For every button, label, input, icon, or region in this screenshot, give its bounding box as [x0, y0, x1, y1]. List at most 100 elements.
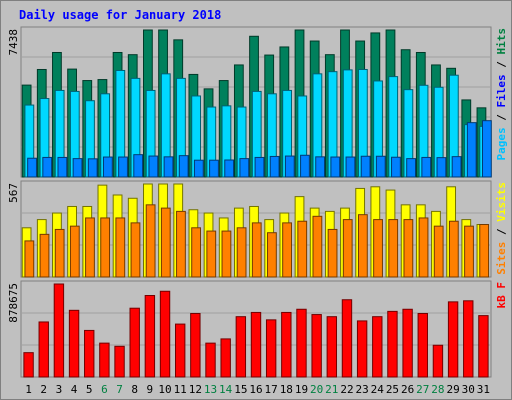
bar-kb-f-day-22 — [341, 299, 353, 378]
bar-kb-f-day-3 — [53, 283, 65, 378]
bar-pages-day-7 — [118, 156, 128, 178]
bar-kb-f-day-13 — [205, 342, 216, 378]
bar-sites-day-12 — [191, 227, 202, 278]
bar-kb-f-day-20 — [311, 314, 322, 378]
bar-sites-day-4 — [69, 225, 80, 278]
x-tick-label-day-28: 28 — [431, 383, 444, 396]
bar-sites-day-20 — [312, 215, 323, 278]
bar-kb-f-day-25 — [387, 310, 398, 378]
x-tick-label-day-13: 13 — [204, 383, 217, 396]
x-tick-label-day-30: 30 — [462, 383, 475, 396]
bar-kb-f-day-4 — [68, 309, 80, 378]
x-tick-label-day-14: 14 — [219, 383, 233, 396]
bar-kb-f-day-14 — [220, 338, 231, 378]
x-tick-label-day-6: 6 — [101, 383, 108, 396]
legend-separator: / — [495, 55, 508, 75]
bar-sites-day-29 — [448, 220, 459, 278]
bar-kb-f-day-26 — [402, 308, 413, 378]
series-files — [24, 68, 490, 178]
bar-kb-f-day-18 — [281, 311, 292, 378]
bar-kb-f-day-1 — [23, 352, 34, 378]
bar-sites-day-27 — [418, 217, 429, 278]
bar-pages-day-15 — [239, 158, 250, 178]
bar-kb-f-day-9 — [144, 295, 156, 378]
bar-kb-f-day-19 — [296, 308, 307, 378]
x-tick-label-day-1: 1 — [25, 383, 32, 396]
bar-pages-day-23 — [360, 155, 371, 178]
bar-sites-day-7 — [115, 217, 126, 278]
bar-sites-day-17 — [267, 232, 277, 278]
bar-sites-day-10 — [160, 207, 171, 278]
chart-panels: 7438 Pages / Files / Hits 567 Sites / Visit… — [7, 26, 508, 378]
x-tick-label-day-8: 8 — [131, 383, 138, 396]
bar-pages-day-3 — [57, 156, 68, 178]
panel-kbytes: 878675 kB F — [7, 280, 508, 378]
x-tick-label-day-11: 11 — [174, 383, 187, 396]
x-tick-label-day-5: 5 — [86, 383, 93, 396]
bar-pages-day-29 — [451, 156, 462, 178]
bar-kb-f-day-23 — [356, 320, 368, 378]
bar-sites-day-31 — [479, 224, 490, 278]
bar-pages-day-21 — [330, 156, 341, 178]
legend-kb-f: kB F — [495, 282, 508, 309]
bar-pages-day-22 — [345, 156, 356, 178]
bar-kb-f-day-2 — [38, 321, 49, 378]
bar-pages-day-30 — [466, 122, 477, 178]
bar-sites-day-1 — [24, 240, 35, 278]
bar-kb-f-day-6 — [99, 342, 110, 378]
bar-kb-f-day-10 — [159, 290, 171, 378]
panel-visits-max-label: 567 — [7, 183, 20, 203]
x-tick-label-day-22: 22 — [340, 383, 353, 396]
bar-sites-day-14 — [221, 230, 232, 278]
bar-pages-day-4 — [72, 158, 83, 178]
bar-sites-day-15 — [236, 227, 247, 278]
bar-pages-day-28 — [436, 157, 447, 178]
bar-pages-day-9 — [148, 155, 159, 178]
bar-pages-day-16 — [254, 156, 265, 178]
bar-sites-day-16 — [251, 222, 262, 278]
bar-pages-day-31 — [482, 120, 492, 178]
bar-kb-f-day-15 — [235, 316, 247, 378]
bar-pages-day-1 — [27, 157, 37, 178]
bar-sites-day-21 — [327, 228, 338, 278]
bar-kb-f-day-8 — [129, 307, 140, 378]
bar-sites-day-11 — [176, 210, 186, 278]
legend-files: Files — [495, 74, 508, 107]
series-kb-f — [23, 283, 489, 378]
x-axis-labels: 1 2 3 4 5 6 7 8 9 10 11 12 13 14 15 16 17 18 19 20 21 22 23 24 2… — [25, 383, 490, 396]
bar-sites-day-23 — [357, 214, 368, 278]
bar-pages-day-19 — [300, 154, 310, 178]
bar-pages-day-18 — [284, 155, 295, 178]
x-tick-label-day-9: 9 — [147, 383, 154, 396]
bar-pages-day-8 — [133, 154, 144, 178]
panel-hits: 7438 Pages / Files / Hits — [7, 26, 508, 178]
panel-visits-legend: Sites / Visits — [495, 182, 508, 275]
bar-kb-f-day-12 — [190, 312, 201, 378]
x-tick-label-day-26: 26 — [401, 383, 414, 396]
bar-sites-day-26 — [403, 219, 414, 278]
bar-sites-day-2 — [39, 233, 50, 278]
legend-visits: Visits — [495, 182, 508, 222]
bar-kb-f-day-29 — [447, 301, 459, 378]
bar-pages-day-12 — [193, 159, 204, 178]
x-tick-label-day-27: 27 — [416, 383, 429, 396]
panel-visits: 567 Sites / Visits — [7, 180, 508, 278]
x-tick-label-day-15: 15 — [234, 383, 247, 396]
panel-kbytes-max-label: 878675 — [7, 283, 20, 323]
bar-sites-day-28 — [433, 225, 444, 278]
x-tick-label-day-4: 4 — [71, 383, 78, 396]
bar-sites-day-8 — [130, 222, 141, 278]
legend-pages: Pages — [495, 127, 508, 160]
x-tick-label-day-29: 29 — [446, 383, 459, 396]
x-tick-label-day-17: 17 — [265, 383, 278, 396]
bar-sites-day-24 — [373, 219, 383, 278]
x-tick-label-day-3: 3 — [56, 383, 63, 396]
x-tick-label-day-12: 12 — [189, 383, 202, 396]
bar-pages-day-17 — [269, 155, 280, 178]
x-tick-label-day-23: 23 — [356, 383, 369, 396]
legend-hits: Hits — [495, 28, 508, 55]
series-pages — [27, 120, 492, 178]
x-tick-label-day-31: 31 — [477, 383, 490, 396]
x-tick-label-day-2: 2 — [40, 383, 47, 396]
bar-kb-f-day-7 — [114, 345, 125, 378]
